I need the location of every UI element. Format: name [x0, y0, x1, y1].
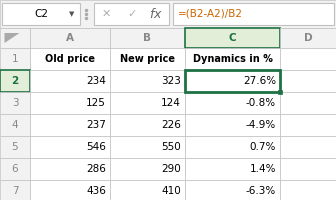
Text: D: D	[304, 33, 312, 43]
Bar	[110, 180, 185, 200]
Text: 436: 436	[86, 186, 106, 196]
Text: 0.7%: 0.7%	[250, 142, 276, 152]
Text: 2: 2	[11, 76, 18, 86]
Bar	[110, 28, 185, 48]
Bar	[0, 180, 30, 200]
Text: 226: 226	[161, 120, 181, 130]
Text: 125: 125	[86, 98, 106, 108]
Text: 237: 237	[86, 120, 106, 130]
Bar	[280, 28, 336, 48]
Text: ▼: ▼	[69, 11, 75, 17]
Bar	[30, 70, 110, 92]
Bar	[185, 48, 280, 70]
Bar	[185, 114, 280, 136]
Text: Dynamics in %: Dynamics in %	[193, 54, 272, 64]
Bar	[0, 28, 30, 48]
Text: ✕: ✕	[101, 9, 111, 19]
Polygon shape	[4, 33, 19, 43]
Text: -4.9%: -4.9%	[246, 120, 276, 130]
Text: 7: 7	[12, 186, 18, 196]
Bar	[0, 114, 30, 136]
Bar	[185, 28, 280, 48]
Text: 3: 3	[12, 98, 18, 108]
Bar	[2, 3, 80, 25]
Text: 286: 286	[86, 164, 106, 174]
Bar	[30, 158, 110, 180]
Bar	[0, 0, 336, 28]
Bar	[110, 136, 185, 158]
Text: 550: 550	[161, 142, 181, 152]
Bar	[185, 180, 280, 200]
Bar	[30, 180, 110, 200]
Bar	[30, 28, 110, 48]
Text: 234: 234	[86, 76, 106, 86]
Bar	[30, 136, 110, 158]
Text: 546: 546	[86, 142, 106, 152]
Text: 1.4%: 1.4%	[250, 164, 276, 174]
Bar	[0, 48, 30, 70]
Bar	[110, 70, 185, 92]
Bar	[280, 70, 336, 92]
Text: 290: 290	[161, 164, 181, 174]
Bar	[280, 158, 336, 180]
Text: 1: 1	[12, 54, 18, 64]
Bar	[185, 136, 280, 158]
Bar	[278, 90, 282, 94]
Bar	[185, 70, 280, 92]
Text: Old price: Old price	[45, 54, 95, 64]
Bar	[280, 92, 336, 114]
Bar	[110, 158, 185, 180]
Text: ✓: ✓	[127, 9, 137, 19]
Text: -6.3%: -6.3%	[246, 186, 276, 196]
Bar	[30, 92, 110, 114]
Text: $\it{fx}$: $\it{fx}$	[149, 7, 163, 21]
Bar	[185, 158, 280, 180]
Bar	[110, 48, 185, 70]
Bar	[185, 92, 280, 114]
Text: =(B2-A2)/B2: =(B2-A2)/B2	[178, 9, 243, 19]
Bar	[173, 3, 334, 25]
Bar	[110, 92, 185, 114]
Bar	[185, 70, 280, 92]
Bar	[280, 48, 336, 70]
Bar	[0, 136, 30, 158]
Text: 124: 124	[161, 98, 181, 108]
Bar	[280, 180, 336, 200]
Text: -0.8%: -0.8%	[246, 98, 276, 108]
Text: B: B	[143, 33, 152, 43]
Text: 27.6%: 27.6%	[243, 76, 276, 86]
Bar	[30, 114, 110, 136]
Text: New price: New price	[120, 54, 175, 64]
Text: 5: 5	[12, 142, 18, 152]
Bar	[110, 114, 185, 136]
Text: C2: C2	[35, 9, 49, 19]
Bar	[280, 114, 336, 136]
Text: 323: 323	[161, 76, 181, 86]
Bar	[0, 158, 30, 180]
Bar	[0, 92, 30, 114]
Text: 410: 410	[161, 186, 181, 196]
Text: C: C	[229, 33, 236, 43]
Text: A: A	[66, 33, 74, 43]
Bar	[0, 70, 30, 92]
Text: 6: 6	[12, 164, 18, 174]
Bar	[94, 3, 169, 25]
Bar	[280, 136, 336, 158]
Text: 4: 4	[12, 120, 18, 130]
Bar	[30, 48, 110, 70]
